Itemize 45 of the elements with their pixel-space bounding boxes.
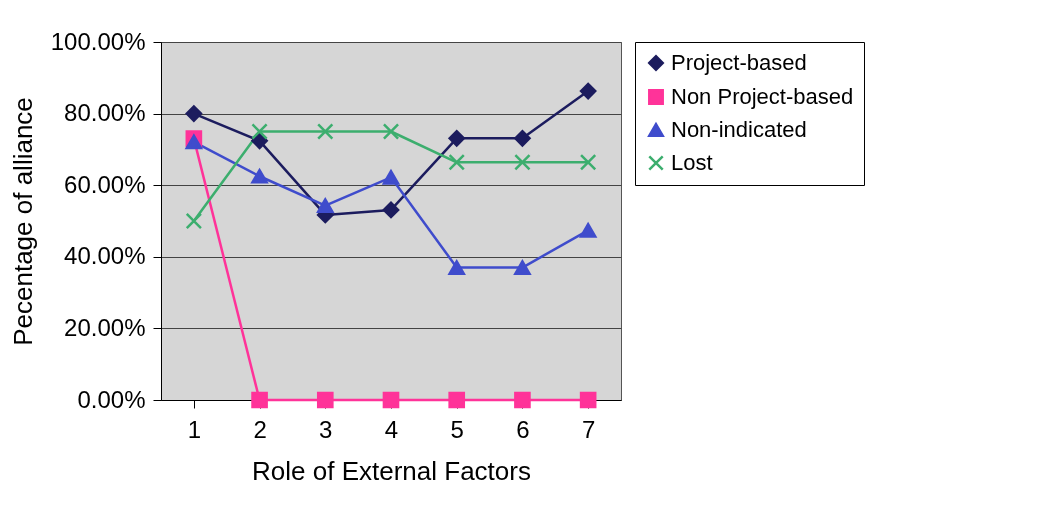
point xyxy=(185,134,203,150)
x-tick-label: 7 xyxy=(581,415,596,443)
x-tick-label: 1 xyxy=(187,415,202,443)
legend-label: Lost xyxy=(671,150,713,175)
x-tick-label: 2 xyxy=(253,415,267,443)
point xyxy=(514,153,531,171)
point xyxy=(514,391,531,409)
x-tick-label: 6 xyxy=(516,415,530,443)
point xyxy=(579,153,597,171)
point xyxy=(251,168,268,184)
point xyxy=(514,129,531,147)
point xyxy=(251,391,268,409)
y-axis-title: Pecentage of alliance xyxy=(7,97,38,346)
point xyxy=(251,123,268,140)
point xyxy=(448,391,466,409)
point xyxy=(579,222,597,238)
point xyxy=(316,391,334,409)
x-tick-label: 4 xyxy=(384,415,399,443)
point xyxy=(251,132,268,150)
legend-label: Non-indicated xyxy=(671,117,807,142)
x-tick-label: 3 xyxy=(319,415,333,443)
x-tick-label: 5 xyxy=(450,415,464,443)
legend-label: Non Project-based xyxy=(671,84,854,109)
point xyxy=(382,391,400,409)
point xyxy=(185,212,203,230)
y-tick-label: 0.00% xyxy=(77,385,146,413)
y-tick-label: 60.00% xyxy=(64,170,146,198)
point xyxy=(382,201,400,219)
point xyxy=(185,105,203,122)
y-tick-label: 20.00% xyxy=(64,313,146,341)
point xyxy=(316,123,334,140)
point xyxy=(448,153,466,171)
point xyxy=(382,169,400,185)
y-tick-label: 80.00% xyxy=(64,99,146,127)
point xyxy=(579,82,597,100)
point xyxy=(448,260,466,275)
y-tick-label: 40.00% xyxy=(64,242,146,270)
legend-label: Project-based xyxy=(671,50,807,75)
x-axis-title: Role of External Factors xyxy=(252,455,531,486)
point xyxy=(579,391,597,409)
point xyxy=(316,198,334,213)
point xyxy=(448,129,466,147)
point xyxy=(514,260,531,275)
point xyxy=(382,123,400,140)
y-tick-label: 100.00% xyxy=(50,27,146,55)
